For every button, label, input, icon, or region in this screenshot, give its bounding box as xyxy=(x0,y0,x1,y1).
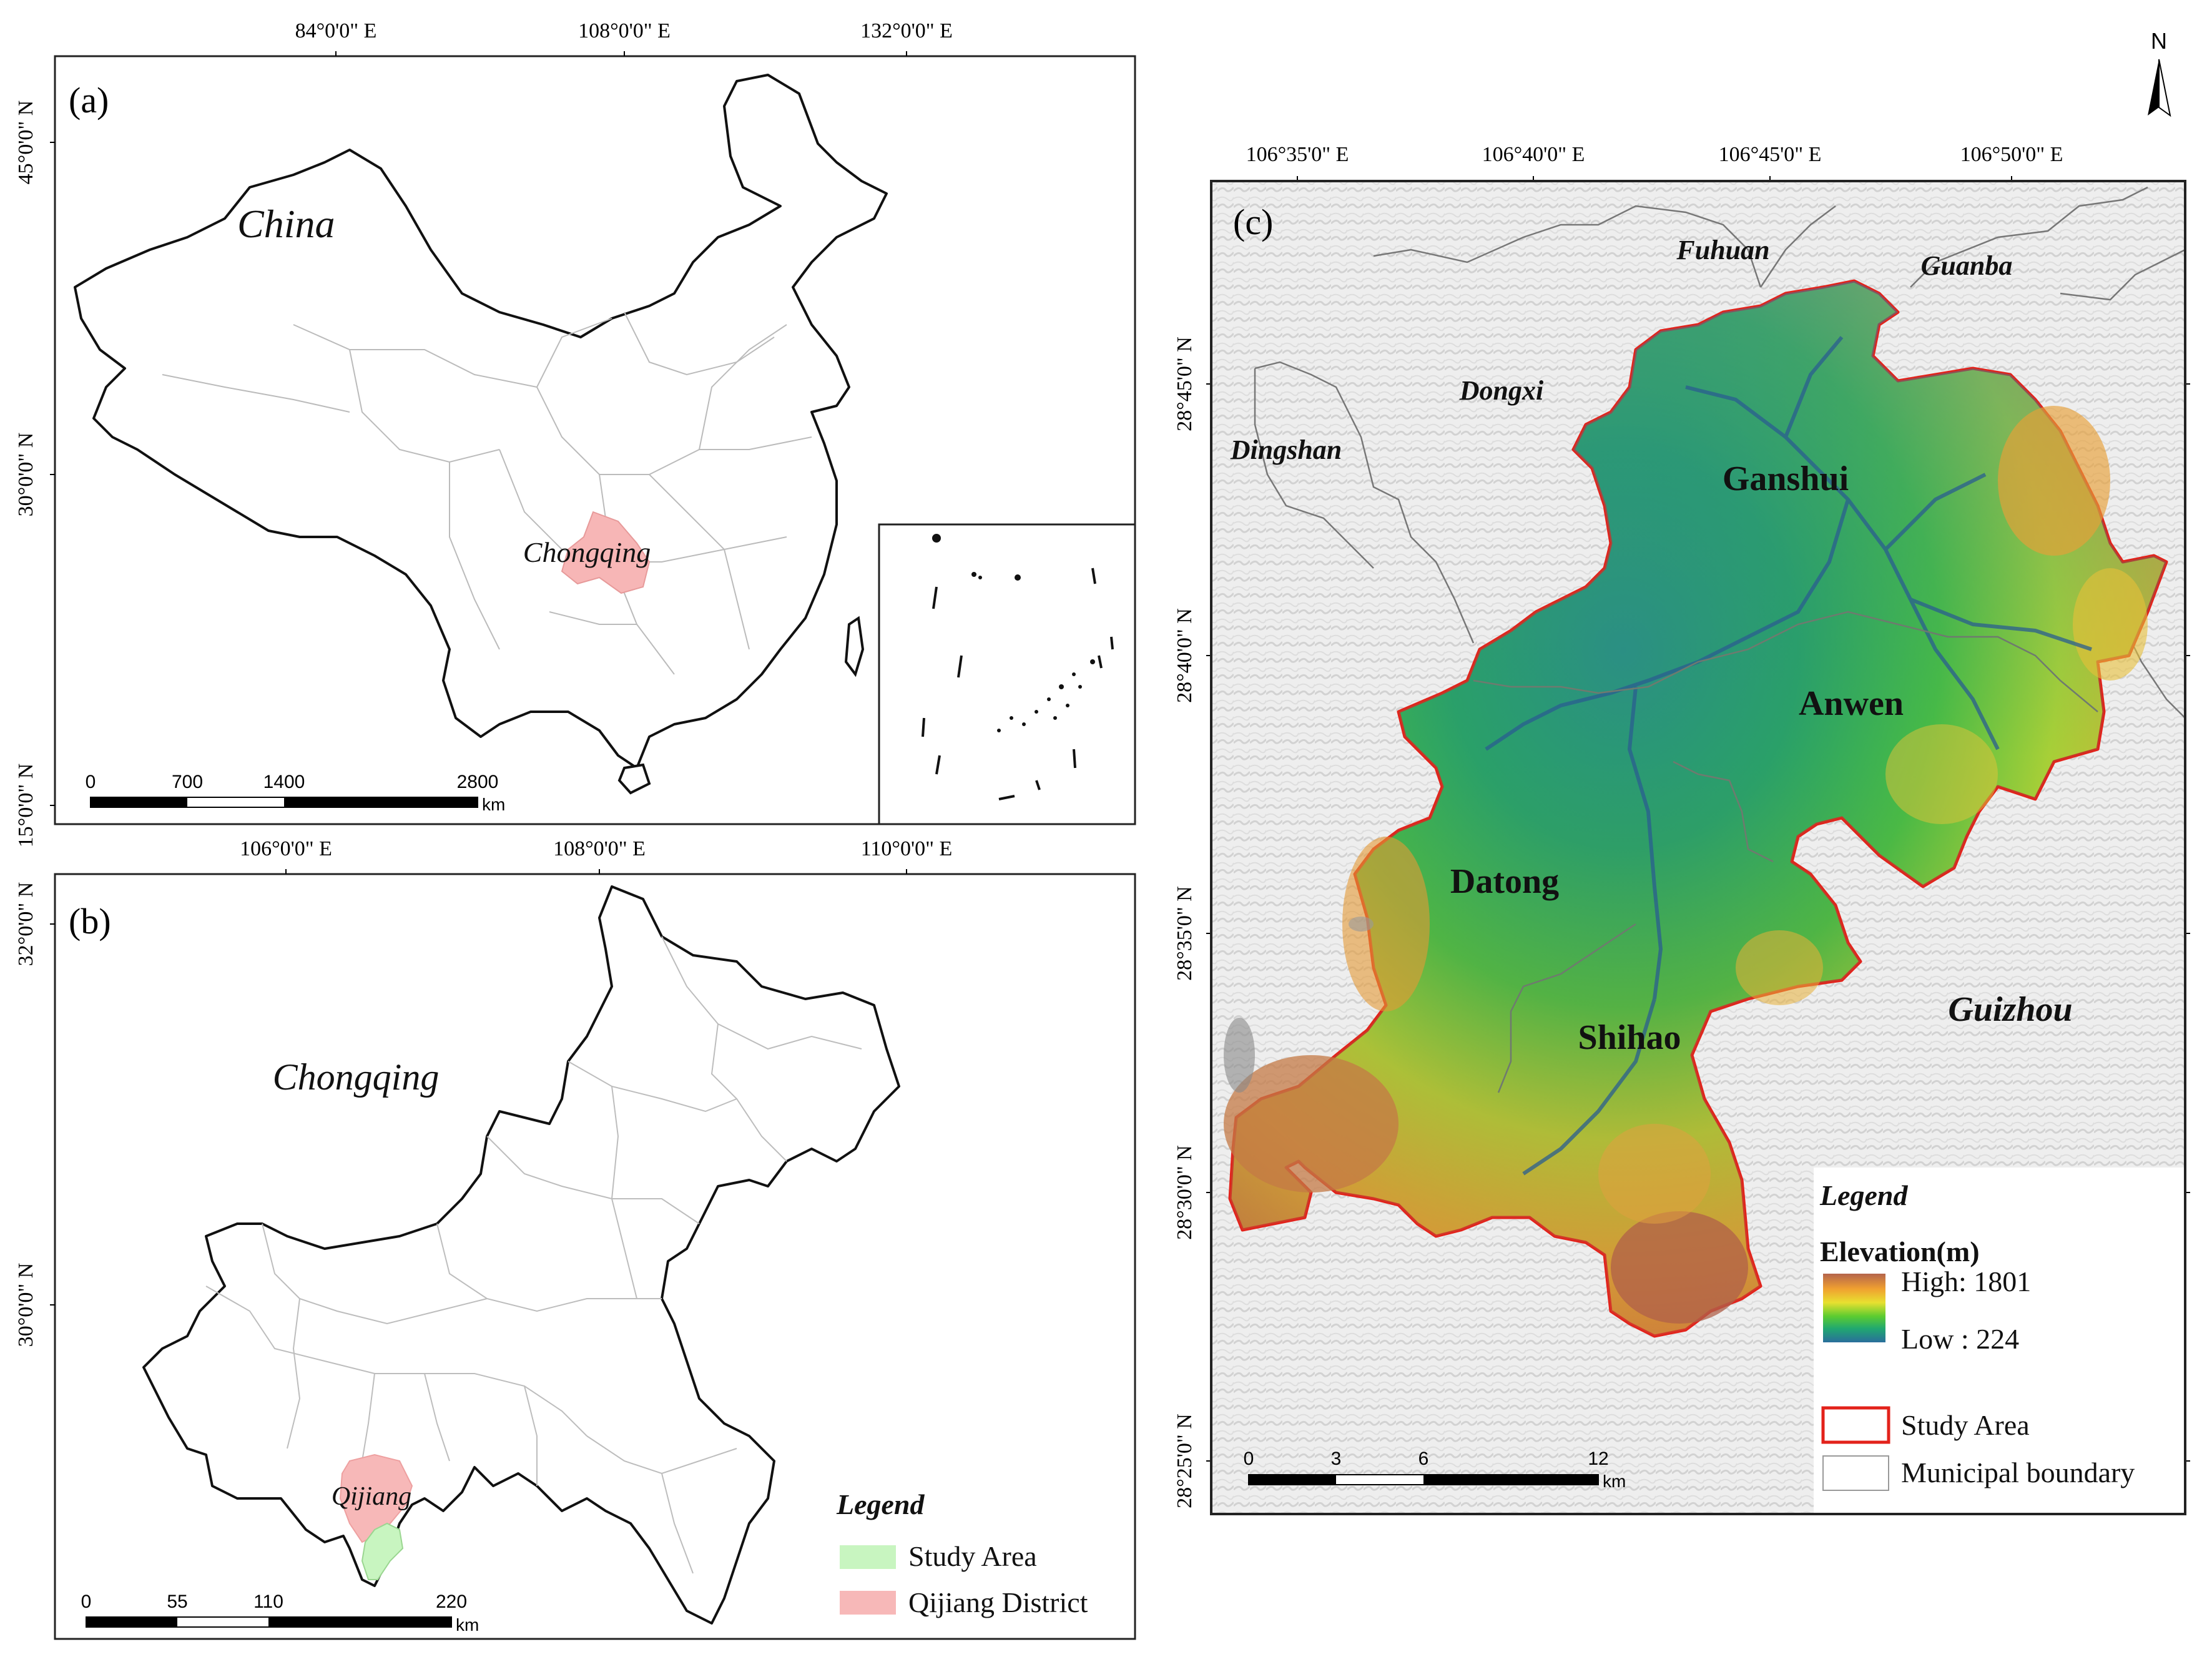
north-arrow: N xyxy=(2148,28,2171,117)
scale-b-2: 110 xyxy=(253,1591,283,1612)
scale-c-2: 6 xyxy=(1418,1448,1429,1469)
scale-a-2: 1400 xyxy=(263,772,305,792)
label-anwen: Anwen xyxy=(1799,684,1904,723)
legend-b-label-qijiang: Qijiang District xyxy=(908,1586,1088,1618)
scale-c-3: 12 xyxy=(1588,1448,1608,1469)
label-fuhuan: Fuhuan xyxy=(1676,235,1769,265)
legend-c-swatch-study-area xyxy=(1821,1406,1890,1444)
tick-c-top-2: 106°40'0" E xyxy=(1482,143,1585,166)
label-ganshui: Ganshui xyxy=(1723,460,1849,498)
terrain-shadow xyxy=(1224,1018,1255,1093)
tick-c-top-4: 106°50'0" E xyxy=(1960,143,2063,166)
label-guanba: Guanba xyxy=(1921,250,2013,281)
panel-c-letter: (c) xyxy=(1233,202,1273,242)
china-outline xyxy=(74,74,888,769)
tick-c-top-1: 106°35'0" E xyxy=(1246,143,1349,166)
label-china: China xyxy=(237,202,335,246)
taiwan-island xyxy=(844,616,865,677)
scale-a-0: 0 xyxy=(86,772,96,792)
north-label: N xyxy=(2151,28,2167,54)
legend-c-swatch-municipal xyxy=(1822,1455,1889,1491)
scale-c-1: 3 xyxy=(1331,1448,1342,1469)
scale-c-0: 0 xyxy=(1244,1448,1254,1469)
legend-b-label-study-area: Study Area xyxy=(908,1540,1037,1572)
tick-c-left-4: 28°30'0" N xyxy=(1173,1145,1196,1240)
chongqing-outline xyxy=(142,885,900,1625)
dem-river-valleys xyxy=(1485,336,2092,1176)
tick-b-left-1: 32°0'0" N xyxy=(14,882,37,966)
tick-b-top-1: 106°0'0" E xyxy=(240,837,332,860)
tick-a-left-1: 45°0'0" N xyxy=(14,101,37,185)
label-guizhou: Guizhou xyxy=(1948,990,2072,1029)
label-shihao: Shihao xyxy=(1578,1018,1681,1057)
tick-a-top-2: 108°0'0" E xyxy=(578,19,671,42)
legend-b-swatch-study-area xyxy=(840,1545,896,1569)
legend-c-low: Low : 224 xyxy=(1901,1323,2019,1355)
tick-c-left-1: 28°45'0" N xyxy=(1173,337,1196,431)
label-dingshan: Dingshan xyxy=(1230,435,1342,465)
chongqing-highlight xyxy=(561,511,651,594)
panel-c: 106°35'0" E 106°40'0" E 106°45'0" E 106°… xyxy=(1173,143,2190,1515)
label-chongqing-b: Chongqing xyxy=(273,1056,440,1098)
legend-b-title: Legend xyxy=(836,1488,925,1520)
panel-b-left-ticks: 32°0'0" N 30°0'0" N xyxy=(14,882,55,1347)
tick-c-left-2: 28°40'0" N xyxy=(1173,608,1196,703)
legend-b: Legend Study Area Qijiang District xyxy=(836,1488,1088,1618)
panel-a-letter: (a) xyxy=(69,80,109,120)
scale-a-3: 2800 xyxy=(457,772,499,792)
scale-a-1: 700 xyxy=(172,772,203,792)
panel-a: 84°0'0" E 108°0'0" E 132°0'0" E 45°0'0" … xyxy=(14,19,1136,848)
scale-b-1: 55 xyxy=(167,1591,187,1612)
north-arrow-icon xyxy=(2148,59,2159,116)
legend-c-elevation-title: Elevation(m) xyxy=(1820,1236,1980,1267)
legend-b-swatch-qijiang xyxy=(840,1591,896,1615)
tick-a-left-2: 30°0'0" N xyxy=(14,433,37,517)
tick-a-top-3: 132°0'0" E xyxy=(860,19,953,42)
scale-b-3: 220 xyxy=(436,1591,467,1612)
panel-a-left-ticks: 45°0'0" N 30°0'0" N 15°0'0" N xyxy=(14,101,55,848)
legend-c-high: High: 1801 xyxy=(1901,1266,2031,1297)
legend-c-elevation-ramp xyxy=(1823,1274,1885,1342)
scale-bar-a: 0 700 1400 2800 km xyxy=(86,772,506,814)
tick-b-top-2: 108°0'0" E xyxy=(553,837,646,860)
study-area-highlight-b xyxy=(361,1522,404,1580)
panel-b-letter: (b) xyxy=(69,901,111,942)
scale-b-0: 0 xyxy=(81,1591,92,1612)
scale-c-unit: km xyxy=(1603,1472,1626,1491)
scale-a-unit: km xyxy=(482,795,505,814)
panel-b-top-ticks: 106°0'0" E 108°0'0" E 110°0'0" E xyxy=(240,837,952,874)
scale-bar-b: 0 55 110 220 km xyxy=(81,1591,479,1635)
hainan-island xyxy=(617,763,651,795)
tick-a-top-1: 84°0'0" E xyxy=(295,19,377,42)
tick-c-top-3: 106°45'0" E xyxy=(1719,143,1822,166)
tick-b-top-3: 110°0'0" E xyxy=(861,837,953,860)
tick-a-left-3: 15°0'0" N xyxy=(14,764,37,848)
panel-a-top-ticks: 84°0'0" E 108°0'0" E 132°0'0" E xyxy=(295,19,953,56)
legend-c-title: Legend xyxy=(1819,1179,1909,1211)
panel-c-frame xyxy=(1210,180,2186,1515)
label-datong: Datong xyxy=(1450,862,1559,901)
chongqing-district-lines xyxy=(205,936,862,1574)
dem-internal-boundaries xyxy=(1473,611,2098,1093)
tick-b-left-2: 30°0'0" N xyxy=(14,1263,37,1347)
tick-c-left-3: 28°35'0" N xyxy=(1173,886,1196,981)
legend-c-label-study-area: Study Area xyxy=(1901,1409,2030,1441)
scale-bar-c: 0 3 6 12 km xyxy=(1244,1448,1626,1491)
legend-c: Legend Elevation(m) High: 1801 Low : 224… xyxy=(1814,1168,2185,1514)
label-dongxi: Dongxi xyxy=(1459,375,1544,406)
label-qijiang: Qijiang xyxy=(332,1482,411,1511)
dem-highlands xyxy=(1224,406,2148,1324)
panel-c-top-ticks: 106°35'0" E 106°40'0" E 106°45'0" E 106°… xyxy=(1246,143,2063,181)
south-china-sea-inset xyxy=(878,523,1136,825)
legend-c-label-municipal: Municipal boundary xyxy=(1901,1457,2135,1488)
panel-c-left-ticks: 28°45'0" N 28°40'0" N 28°35'0" N 28°30'0… xyxy=(1173,337,1211,1508)
panel-b: 106°0'0" E 108°0'0" E 110°0'0" E 32°0'0"… xyxy=(14,837,1136,1640)
scale-b-unit: km xyxy=(456,1615,479,1635)
label-chongqing-a: Chongqing xyxy=(523,536,651,568)
tick-c-left-5: 28°25'0" N xyxy=(1173,1414,1196,1508)
